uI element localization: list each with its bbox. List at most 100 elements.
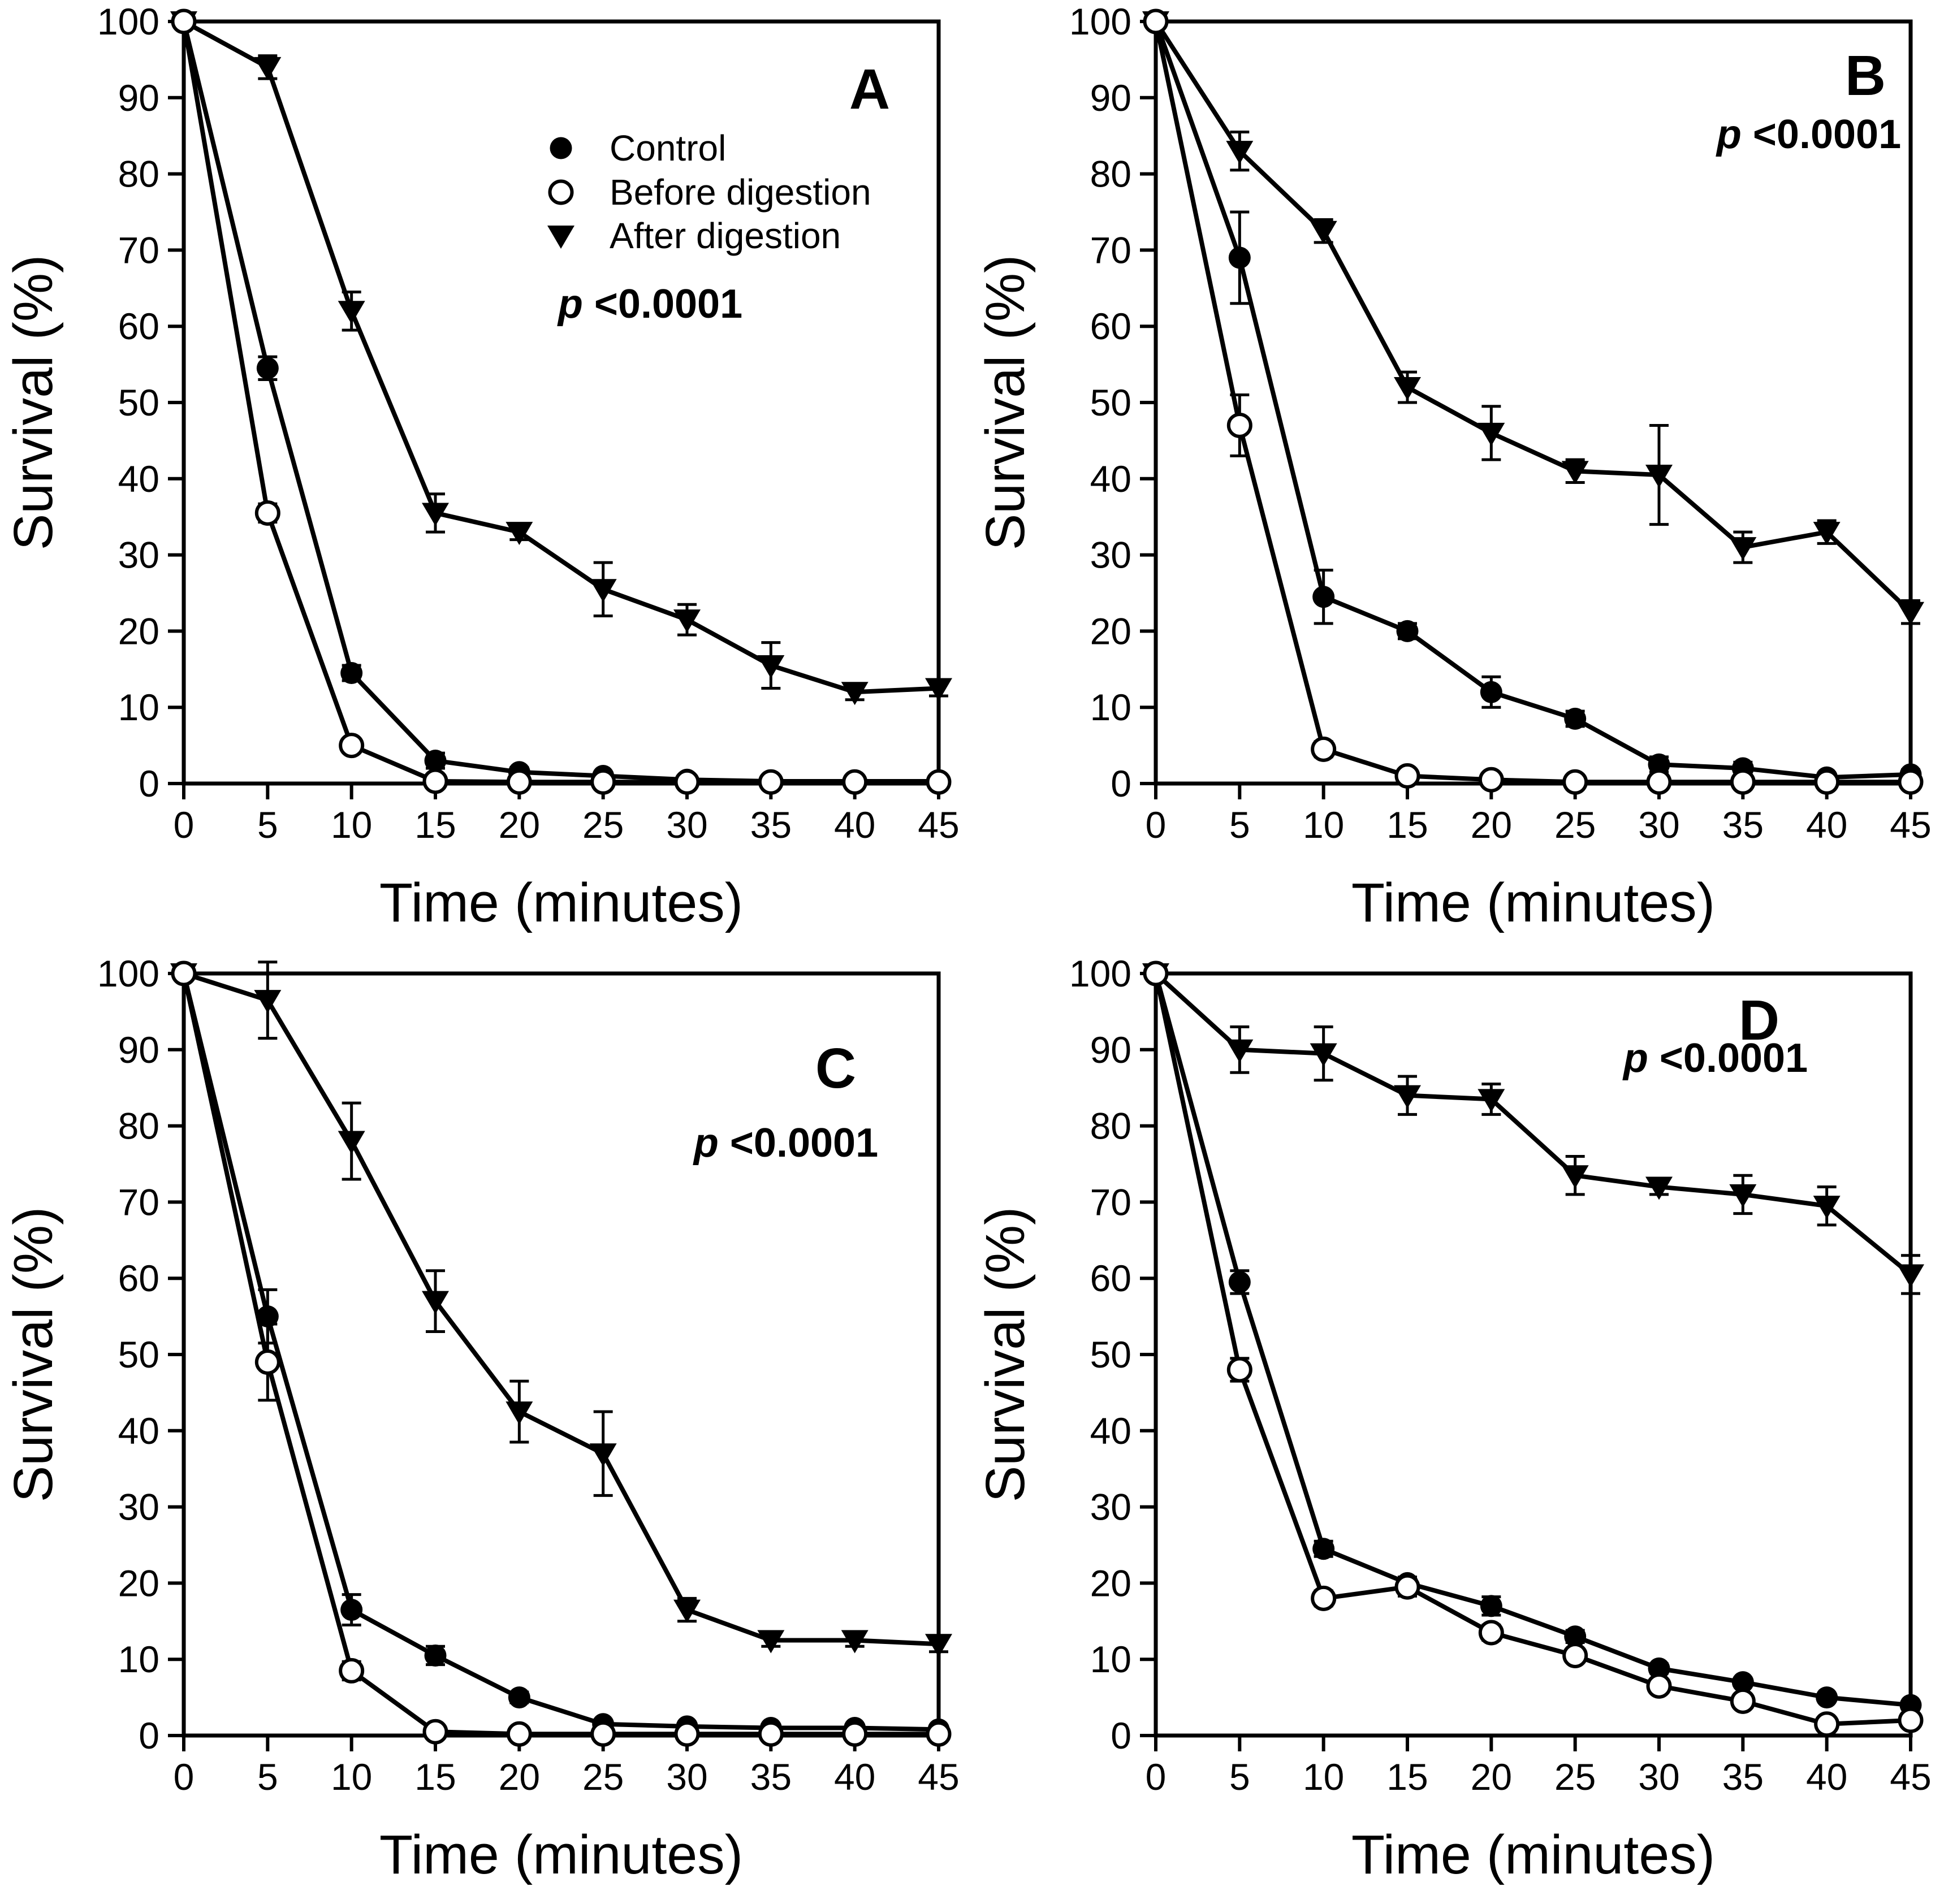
data-point-triangle-down [254,990,282,1014]
x-tick-label: 25 [1554,804,1596,846]
legend-label: Control [610,128,726,168]
y-tick-label: 30 [1090,1486,1131,1528]
y-tick-label: 0 [139,763,159,804]
data-point-open-circle [674,769,700,795]
data-point-triangle-down [1561,461,1589,484]
data-point-filled-circle [1564,1625,1587,1648]
y-tick-label: 20 [118,1562,159,1604]
data-point-triangle-down [673,609,701,633]
data-point-triangle-down [1226,141,1254,165]
plot-frame [182,19,941,786]
data-point-triangle-down [1310,220,1337,244]
x-tick-label: 5 [257,1756,278,1798]
data-point-open-circle [1226,1357,1252,1383]
data-point-open-circle [506,1721,532,1747]
data-point-filled-circle [550,137,572,159]
y-tick-label: 70 [1090,229,1131,271]
panel-letter: B [1845,44,1886,107]
data-point-triangle-down [1729,537,1757,561]
y-tick-label: 40 [1090,458,1131,500]
y-tick-label: 70 [118,229,159,271]
panel-d-chart: 0 10 20 30 40 50 60 70 80 90 100 0 5 10 15 20 25 30 35 40 45… [974,953,1932,1885]
series-line [1154,972,1912,1276]
series-line [182,973,939,1737]
data-point-open-circle [1562,1642,1588,1668]
data-point-triangle-down [547,226,574,249]
y-tick-label: 100 [1069,953,1131,994]
x-axis-title: Time (minutes) [1351,1824,1715,1885]
data-point-filled-circle [1480,681,1502,703]
series-before-digestion [1143,8,1924,795]
data-point-filled-circle [1816,1686,1838,1709]
data-point-open-circle [1311,736,1337,762]
data-point-filled-circle [1648,1657,1670,1680]
data-point-open-circle [758,1721,784,1747]
x-tick-label: 0 [174,1756,195,1798]
x-tick-label: 25 [582,804,624,846]
data-point-open-circle [1394,1574,1420,1600]
data-point-filled-circle [340,1599,363,1621]
data-point-triangle-down [1645,465,1673,488]
data-point-triangle-down [254,57,282,80]
y-tick-label: 100 [97,953,159,994]
data-point-triangle-down [1897,1264,1924,1288]
y-tick-label: 90 [118,1029,159,1071]
y-tick-label: 90 [1090,1029,1131,1071]
x-tick-label: 20 [499,1756,540,1798]
data-point-filled-circle [256,1305,279,1328]
panel-letter: A [849,58,890,121]
y-tick-label: 0 [1111,763,1131,804]
y-tick-label: 10 [118,1638,159,1680]
data-point-open-circle [590,1721,616,1747]
y-tick-label: 60 [1090,305,1131,347]
data-point-triangle-down [757,655,785,679]
data-point-triangle-down [1478,422,1505,446]
x-tick-label: 0 [1146,804,1167,846]
x-tick-label: 15 [1386,804,1428,846]
legend-label: After digestion [610,215,841,256]
panel-b-chart: 0 10 20 30 40 50 60 70 80 90 100 0 5 10 15 20 25 30 35 40 45… [974,1,1932,933]
y-tick-label: 80 [118,1105,159,1147]
y-tick-label: 90 [118,77,159,119]
data-point-triangle-down [1729,1184,1757,1208]
x-tick-label: 5 [257,804,278,846]
y-tick-label: 20 [118,610,159,652]
x-tick-label: 40 [834,804,875,846]
series-line [182,21,939,785]
data-point-filled-circle [1731,1671,1754,1694]
y-tick-label: 30 [118,534,159,576]
data-point-open-circle [1814,1711,1840,1737]
data-point-triangle-down [841,1630,869,1654]
y-tick-label: 70 [118,1181,159,1223]
series-line [1154,20,1912,614]
data-point-filled-circle [1480,1595,1502,1617]
data-point-triangle-down [589,579,617,603]
data-point-triangle-down [1897,602,1924,625]
x-tick-label: 5 [1229,804,1250,846]
y-tick-label: 40 [118,458,159,500]
y-tick-label: 20 [1090,610,1131,652]
y-tick-label: 100 [1069,1,1131,42]
p-value-annotation: p <0.0001 [1716,112,1901,157]
x-tick-label: 10 [1303,1756,1344,1798]
x-tick-label: 40 [1806,804,1847,846]
data-point-open-circle [1730,1688,1756,1714]
data-point-open-circle [1143,8,1169,34]
x-tick-label: 15 [414,804,456,846]
series-after-digestion [1142,963,1924,1295]
series-before-digestion [171,960,952,1747]
x-tick-label: 5 [1229,1756,1250,1798]
y-tick-label: 60 [118,1257,159,1299]
data-point-open-circle [1478,1620,1504,1646]
data-point-filled-circle [424,750,447,772]
y-tick-label: 90 [1090,77,1131,119]
panel-d: 0 10 20 30 40 50 60 70 80 90 100 0 5 10 15 20 25 30 35 40 45… [972,952,1944,1904]
data-point-triangle-down [1561,1165,1589,1189]
data-point-filled-circle [256,357,279,379]
x-tick-label: 35 [750,1756,792,1798]
y-tick-label: 80 [1090,1105,1131,1147]
y-tick-label: 10 [118,686,159,728]
data-point-open-circle [1646,769,1672,795]
